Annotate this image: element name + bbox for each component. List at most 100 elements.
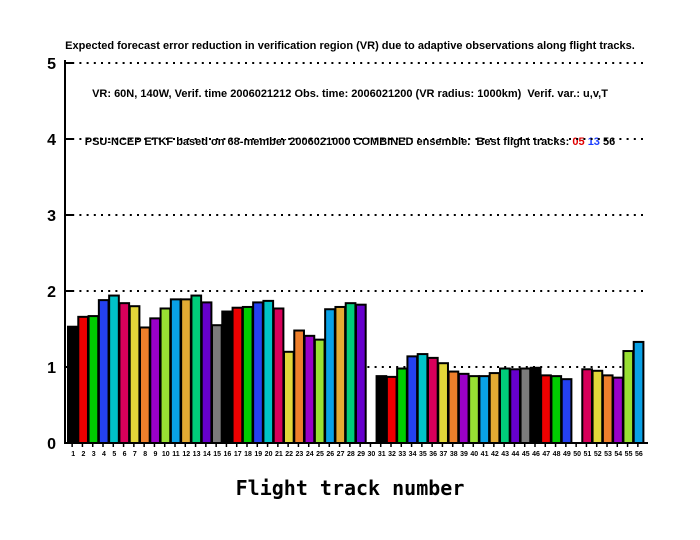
bar bbox=[427, 356, 439, 445]
x-tick-label: 51 bbox=[584, 451, 592, 458]
x-tick-label: 31 bbox=[378, 451, 386, 458]
bar bbox=[149, 317, 161, 444]
bar bbox=[159, 307, 172, 445]
x-tick-label: 46 bbox=[532, 451, 540, 458]
bar bbox=[334, 305, 347, 444]
bar bbox=[77, 315, 89, 444]
bar bbox=[200, 301, 213, 444]
best-track-1: 05 bbox=[572, 136, 585, 148]
x-tick-label: 10 bbox=[162, 451, 170, 458]
bar bbox=[303, 334, 316, 444]
bar bbox=[406, 355, 419, 444]
x-tick-label: 30 bbox=[368, 451, 376, 458]
bar bbox=[550, 375, 563, 444]
x-tick-label: 41 bbox=[481, 451, 489, 458]
bar bbox=[344, 302, 357, 444]
y-tick-label: 3 bbox=[47, 208, 56, 225]
bar bbox=[468, 375, 480, 444]
bar bbox=[87, 315, 100, 444]
bar bbox=[540, 374, 552, 444]
bar bbox=[139, 326, 151, 445]
x-tick-label: 44 bbox=[512, 451, 520, 458]
bar bbox=[591, 369, 604, 444]
x-tick-label: 39 bbox=[460, 451, 468, 458]
bar bbox=[128, 305, 141, 445]
x-tick-label: 16 bbox=[224, 451, 232, 458]
bar bbox=[180, 298, 192, 444]
y-tick-label: 5 bbox=[47, 56, 56, 73]
bar bbox=[108, 294, 120, 444]
bar bbox=[457, 372, 470, 444]
bar bbox=[211, 324, 223, 445]
bar bbox=[67, 325, 79, 444]
bar bbox=[241, 305, 254, 444]
x-tick-label: 2 bbox=[81, 451, 85, 458]
x-tick-label: 6 bbox=[123, 451, 127, 458]
bar bbox=[396, 367, 408, 444]
bar bbox=[612, 376, 624, 445]
x-tick-label: 36 bbox=[429, 451, 437, 458]
bar bbox=[293, 329, 305, 444]
y-tick-label: 1 bbox=[47, 360, 56, 377]
x-tick-label: 48 bbox=[553, 451, 561, 458]
x-tick-label: 32 bbox=[388, 451, 396, 458]
bar bbox=[385, 375, 398, 445]
x-tick-label: 47 bbox=[542, 451, 550, 458]
x-tick-label: 27 bbox=[337, 451, 345, 458]
x-tick-label: 40 bbox=[470, 451, 478, 458]
x-tick-label: 11 bbox=[172, 451, 180, 458]
x-tick-label: 52 bbox=[594, 451, 602, 458]
x-tick-label: 43 bbox=[501, 451, 509, 458]
bar bbox=[262, 299, 275, 444]
chart-titles: Expected forecast error reduction in ver… bbox=[0, 6, 700, 182]
bar bbox=[97, 299, 110, 444]
x-tick-label: 55 bbox=[625, 451, 633, 458]
bar bbox=[355, 303, 367, 444]
bar bbox=[416, 353, 429, 444]
bar bbox=[478, 375, 491, 444]
x-tick-label: 56 bbox=[635, 451, 643, 458]
bars-group bbox=[67, 294, 645, 445]
x-tick-label: 24 bbox=[306, 451, 314, 458]
bar bbox=[581, 368, 593, 444]
x-tick-label: 4 bbox=[102, 451, 106, 458]
bar bbox=[221, 310, 233, 444]
y-tick-label: 4 bbox=[47, 132, 56, 149]
x-tick-label: 33 bbox=[398, 451, 406, 458]
bar bbox=[622, 350, 635, 445]
x-tick-label: 49 bbox=[563, 451, 571, 458]
x-tick-label: 12 bbox=[182, 451, 190, 458]
x-tick-label: 26 bbox=[326, 451, 334, 458]
y-tick-label: 0 bbox=[47, 436, 56, 453]
x-tick-label: 34 bbox=[409, 451, 417, 458]
bar bbox=[375, 375, 388, 444]
x-tick-label: 9 bbox=[153, 451, 157, 458]
chart-title-line1: Expected forecast error reduction in ver… bbox=[65, 40, 635, 52]
x-tick-label: 53 bbox=[604, 451, 612, 458]
x-axis-label: Flight track number bbox=[235, 476, 465, 500]
x-tick-label: 15 bbox=[213, 451, 221, 458]
bar bbox=[190, 294, 203, 444]
x-tick-label: 29 bbox=[357, 451, 365, 458]
x-tick-label: 3 bbox=[92, 451, 96, 458]
x-tick-label: 25 bbox=[316, 451, 324, 458]
bar bbox=[601, 374, 614, 444]
x-tick-label: 14 bbox=[203, 451, 211, 458]
x-tick-label: 54 bbox=[614, 451, 622, 458]
bar bbox=[272, 307, 285, 445]
bar bbox=[231, 306, 244, 444]
x-tick-label: 13 bbox=[193, 451, 201, 458]
x-tick-labels: 1 2 3 4 5 6 7 8 9 10 11 12 13 14 15 16 17 18 19 20 21 22 23 24 2… bbox=[71, 443, 643, 458]
bar bbox=[313, 338, 326, 445]
x-tick-label: 19 bbox=[254, 451, 262, 458]
x-tick-label: 28 bbox=[347, 451, 355, 458]
bar bbox=[488, 372, 501, 444]
bar bbox=[529, 366, 542, 445]
x-tick-label: 42 bbox=[491, 451, 499, 458]
bar bbox=[509, 368, 521, 444]
chart-title-line2: VR: 60N, 140W, Verif. time 2006021212 Ob… bbox=[92, 88, 608, 100]
x-tick-label: 20 bbox=[265, 451, 273, 458]
bar bbox=[560, 378, 573, 445]
